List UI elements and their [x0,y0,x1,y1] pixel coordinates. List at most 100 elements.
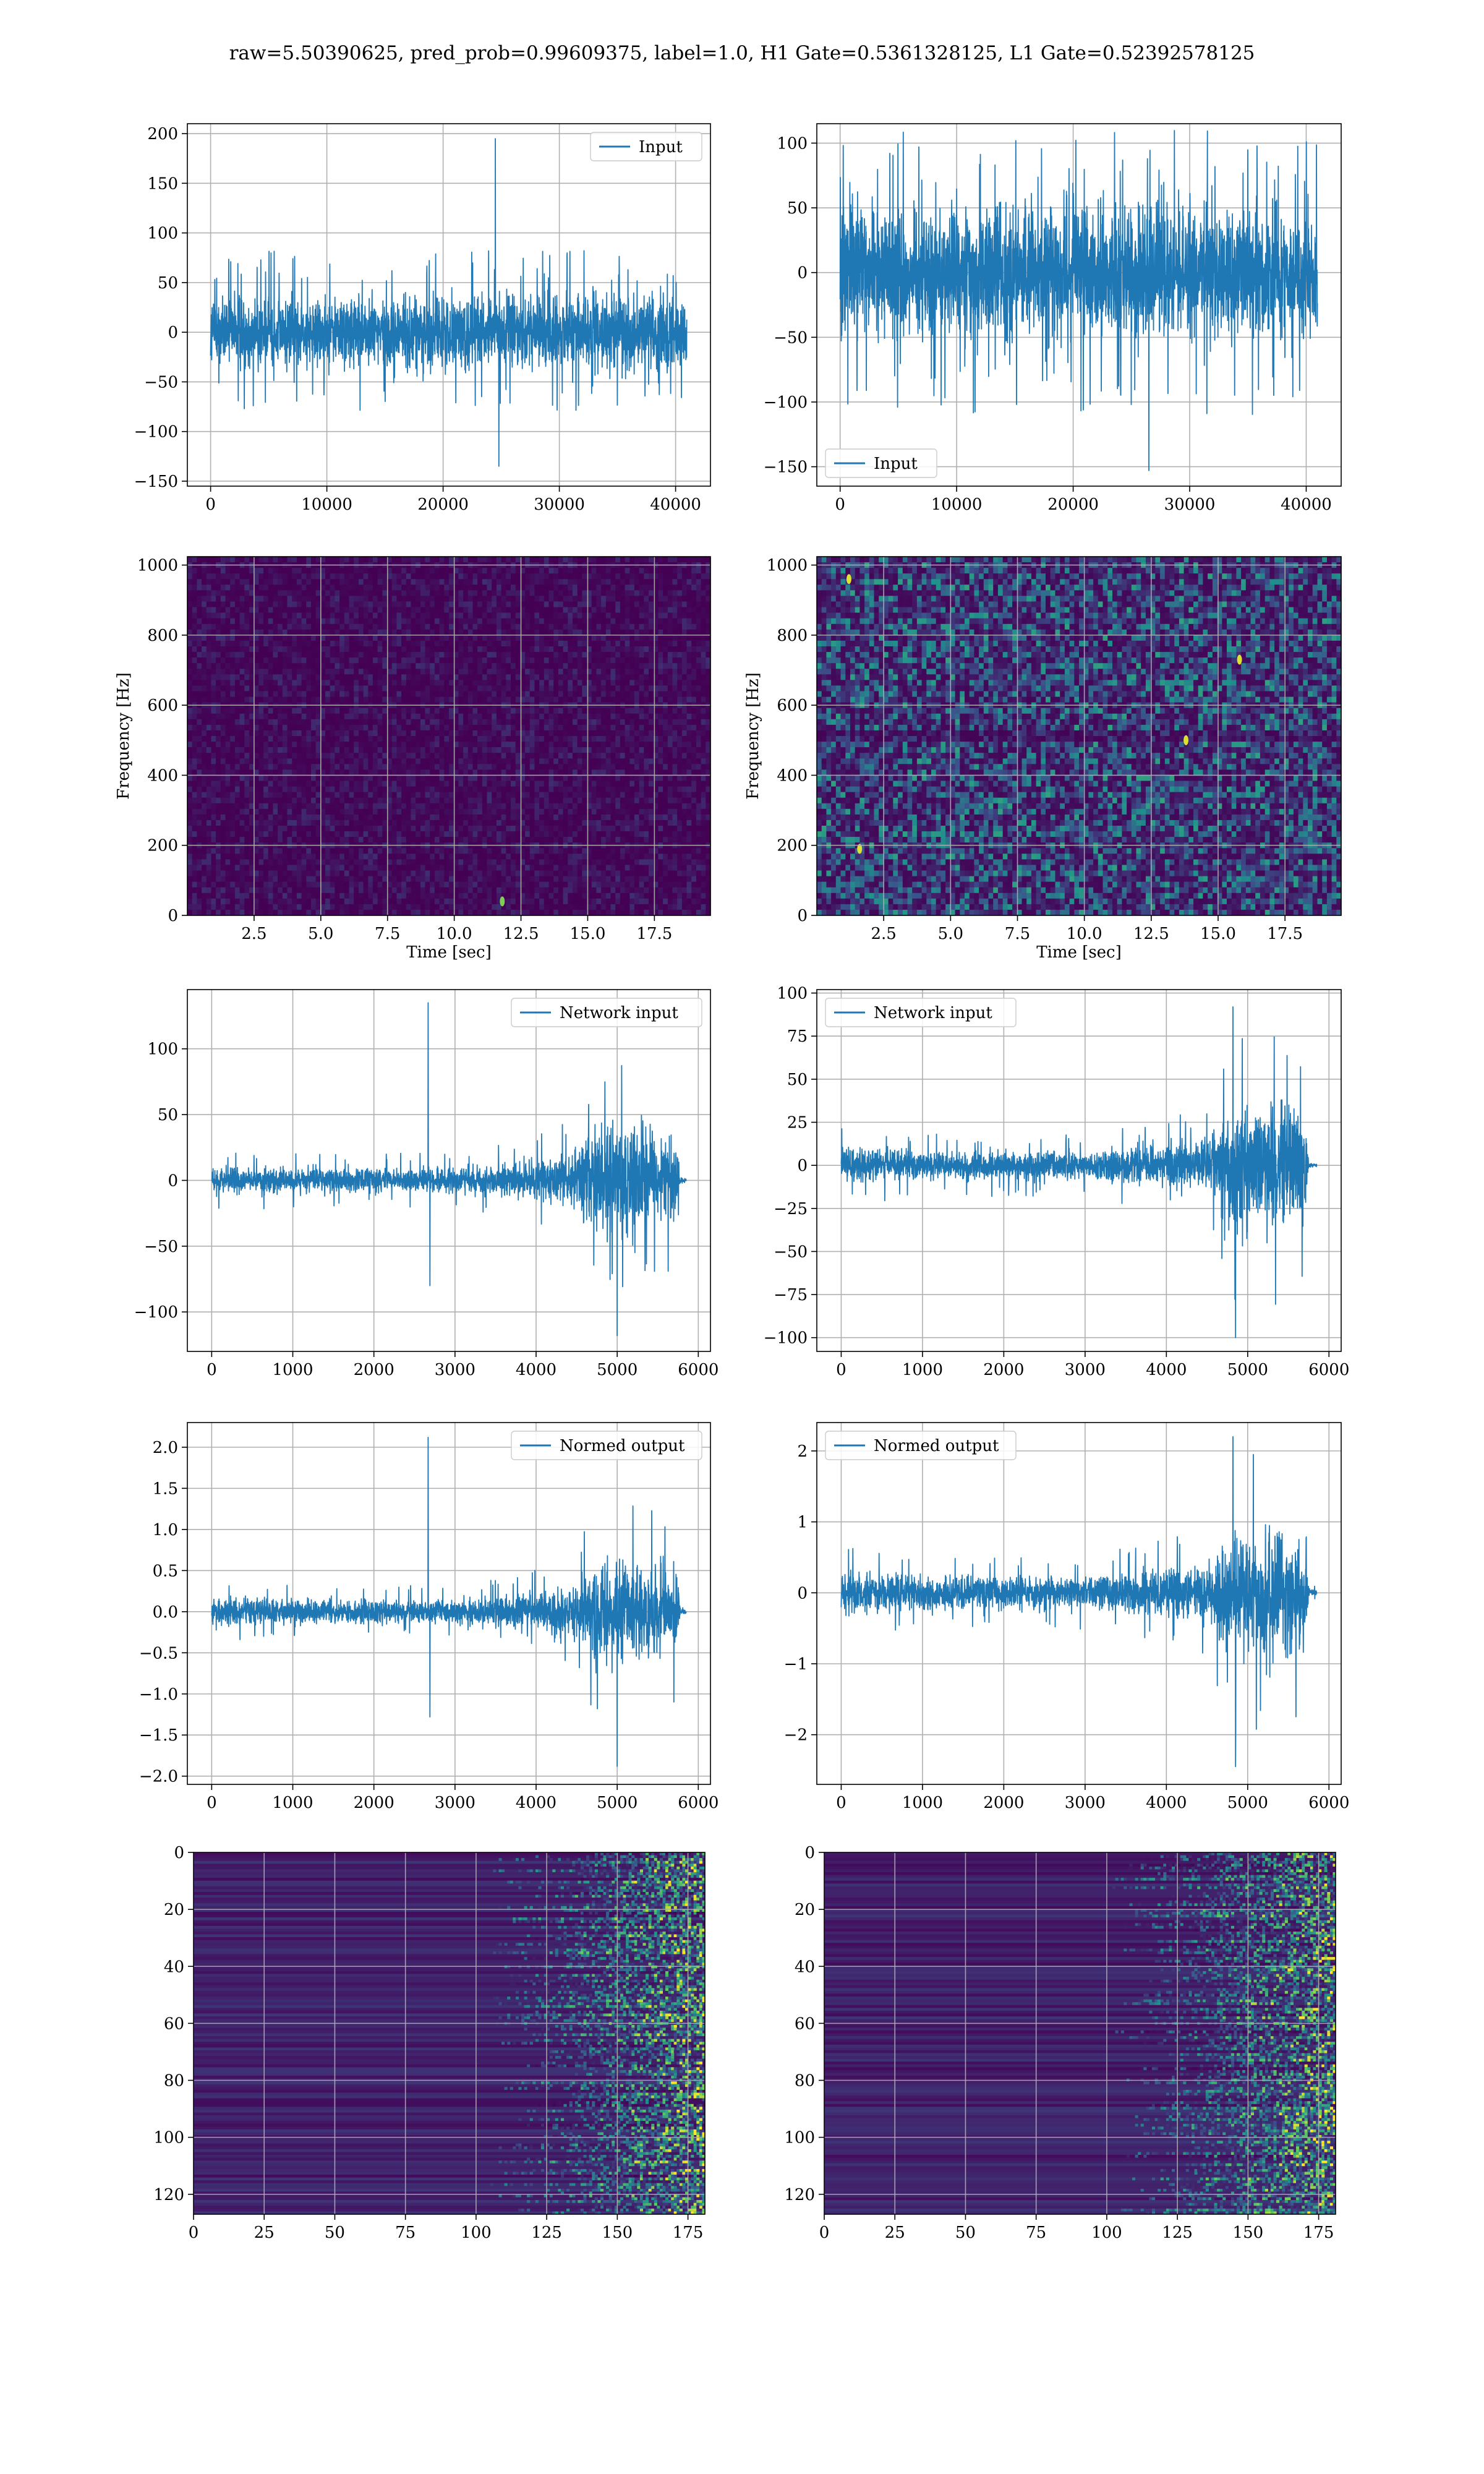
spectrogram-cell [573,557,578,563]
spectrogram-cell [506,764,511,770]
spectrogram-cell [663,747,668,753]
spectrogram-cell [401,725,406,731]
spectrogram-cell [663,646,668,653]
spectrogram-cell [553,657,558,664]
spectrogram-cell [302,657,307,664]
spectrogram-cell [578,742,582,748]
spectrogram-cell [325,680,330,686]
spectrogram-cell [668,775,673,781]
spectrogram-cell [240,584,245,591]
spectrogram-cell [306,697,311,703]
spectrogram-cell [582,792,587,798]
spectrogram-cell [568,753,573,759]
spectrogram-cell [288,590,292,596]
spectrogram-cell [235,641,240,647]
spectrogram-cell [563,798,568,804]
spectrogram-cell [292,602,297,608]
spectrogram-cell [382,607,387,614]
spectrogram-cell [573,624,578,630]
spectrogram-cell [235,685,240,691]
spectrogram-cell [425,602,430,608]
spectrogram-cell [430,630,435,636]
spectrogram-cell [534,742,539,748]
spectrogram-cell [649,573,654,580]
spectrogram-cell [663,719,668,726]
spectrogram-cell [539,635,544,641]
spectrogram-cell [440,568,445,574]
spectrogram-cell [634,685,639,691]
spectrogram-cell [444,590,449,596]
spectrogram-cell [444,798,449,804]
spectrogram-cell [302,708,307,714]
spectrogram-cell [268,725,273,731]
spectrogram-cell [311,641,316,647]
spectrogram-cell [497,781,501,787]
spectrogram-cell [544,697,549,703]
spectrogram-cell [477,714,482,720]
spectrogram-cell [396,630,401,636]
spectrogram-cell [687,764,692,770]
spectrogram-cell [406,697,411,703]
spectrogram-cell [477,607,482,614]
spectrogram-cell [601,652,606,658]
spectrogram-cell [240,714,245,720]
spectrogram-cell [687,557,692,563]
spectrogram-cell [273,758,278,764]
spectrogram-cell [258,697,263,703]
spectrogram-cell [530,719,535,726]
spectrogram-cell [192,618,197,625]
spectrogram-cell [258,747,263,753]
spectrogram-cell [487,787,492,793]
spectrogram-cell [316,730,321,737]
spectrogram-cell [302,646,307,653]
spectrogram-cell [311,730,316,737]
spectrogram-cell [553,680,558,686]
spectrogram-cell [306,557,311,563]
spectrogram-cell [629,663,634,669]
spectrogram-cell [516,613,521,619]
spectrogram-cell [192,708,197,714]
spectrogram-cell [568,781,573,787]
spectrogram-cell [558,568,563,574]
spectrogram-cell [673,596,678,602]
spectrogram-cell [292,613,297,619]
spectrogram-cell [359,607,364,614]
spectrogram-cell [335,792,339,798]
spectrogram-cell [335,725,339,731]
spectrogram-cell [563,590,568,596]
spectrogram-cell [487,607,492,614]
spectrogram-cell [325,584,330,591]
spectrogram-cell [249,579,254,585]
spectrogram-cell [563,635,568,641]
spectrogram-cell [592,680,597,686]
spectrogram-cell [416,590,420,596]
spectrogram-cell [658,646,663,653]
spectrogram-cell [511,775,516,781]
spectrogram-cell [425,697,430,703]
spectrogram-cell [463,657,468,664]
spectrogram-cell [373,657,378,664]
spectrogram-cell [311,584,316,591]
spectrogram-cell [249,680,254,686]
spectrogram-cell [297,579,302,585]
spectrogram-cell [278,764,283,770]
spectrogram-cell [458,714,463,720]
spectrogram-cell [615,579,620,585]
spectrogram-cell [468,579,473,585]
spectrogram-cell [558,613,563,619]
spectrogram-cell [316,573,321,580]
spectrogram-cell [634,584,639,591]
spectrogram-cell [316,641,321,647]
spectrogram-cell [701,719,706,726]
spectrogram-cell [306,657,311,664]
spectrogram-cell [440,669,445,675]
spectrogram-cell [501,680,506,686]
spectrogram-cell [696,613,701,619]
spectrogram-cell [568,714,573,720]
spectrogram-cell [582,680,587,686]
spectrogram-cell [283,663,288,669]
spectrogram-cell [544,747,549,753]
spectrogram-cell [306,764,311,770]
spectrogram-cell [468,781,473,787]
spectrogram-cell [644,590,649,596]
